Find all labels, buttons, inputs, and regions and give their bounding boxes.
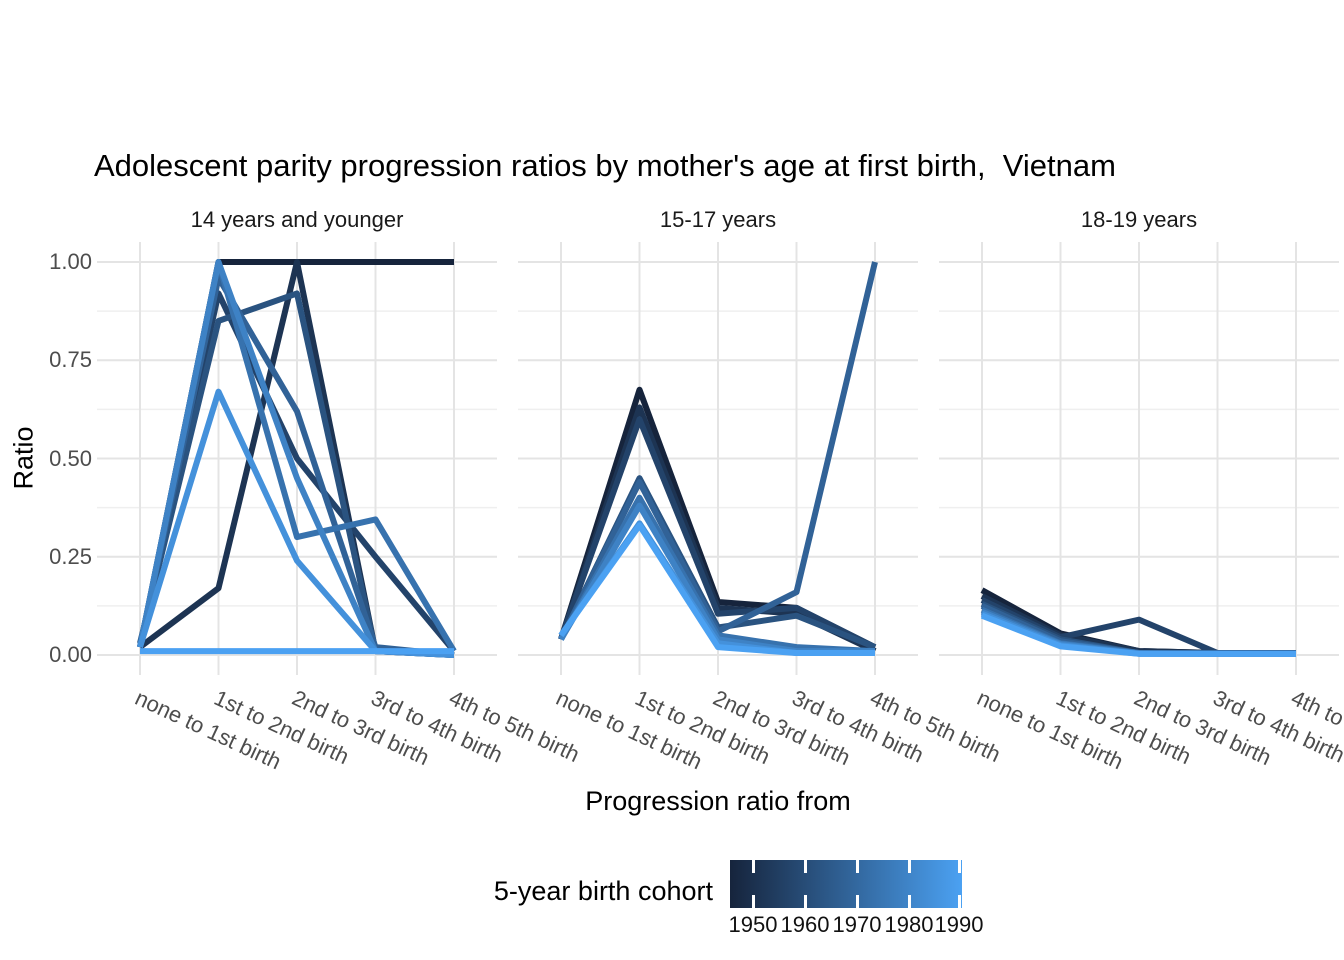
legend-tick-label-1950: 1950 — [728, 912, 778, 937]
legend-tick-mark — [908, 895, 911, 908]
y-tick-label-0.00: 0.00 — [49, 642, 92, 667]
cohort-line-1960 — [558, 416, 877, 650]
legend-title: 5-year birth cohort — [493, 876, 713, 906]
legend-tick-mark — [856, 860, 859, 873]
y-tick-label-1.00: 1.00 — [49, 249, 92, 274]
legend-tick-mark — [804, 860, 807, 873]
facet-strip-15-17: 15-17 years — [659, 207, 777, 232]
legend-tick-mark — [752, 895, 755, 908]
legend-tick-mark — [804, 895, 807, 908]
facet-strip-18-19: 18-19 years — [1080, 207, 1198, 232]
legend-tick-label-1970: 1970 — [832, 912, 882, 937]
facet-panel-2 — [939, 242, 1339, 675]
y-tick-label-0.75: 0.75 — [49, 347, 92, 373]
y-tick-label-0.50: 0.50 — [49, 445, 92, 471]
legend-colorbar — [730, 860, 962, 908]
legend-tick-mark — [958, 860, 961, 873]
facet-panel-0 — [97, 242, 497, 675]
facet-panel-1 — [518, 242, 918, 675]
legend-tick-mark — [752, 860, 755, 873]
legend-tick-mark — [856, 895, 859, 908]
legend-tick-label-1960: 1960 — [780, 912, 830, 937]
y-tick-label-0.25: 0.25 — [49, 543, 92, 569]
facet-strip-14-and-younger: 14 years and younger — [190, 207, 404, 232]
chart-title: Adolescent parity progression ratios by … — [94, 148, 1116, 183]
legend-tick-label-1990: 1990 — [934, 912, 984, 937]
legend-tick-label-1980: 1980 — [884, 912, 934, 937]
legend-tick-mark — [958, 895, 961, 908]
x-axis-title: Progression ratio from — [585, 786, 851, 816]
legend-tick-mark — [908, 860, 911, 873]
cohort-line-1990 — [558, 522, 875, 657]
cohort-line-1990 — [980, 612, 1296, 657]
